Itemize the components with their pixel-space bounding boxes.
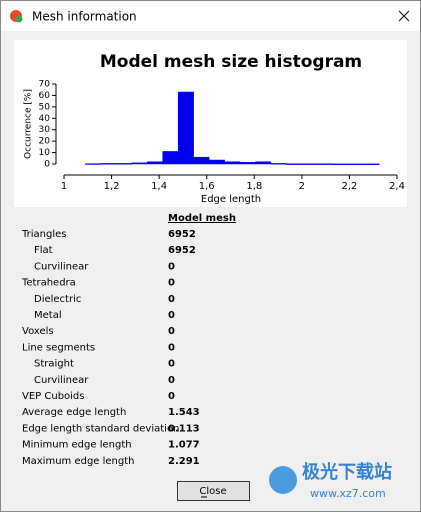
bar xyxy=(208,159,225,165)
row-label: Voxels xyxy=(22,326,54,337)
watermark: 极光下载站 www.xz7.com xyxy=(269,461,392,500)
y-tick-label: 50 xyxy=(39,102,51,112)
row-label: Metal xyxy=(34,310,62,321)
bar xyxy=(193,156,210,165)
watermark-name: 极光下载站 xyxy=(302,461,392,483)
chart-title: Model mesh size histogram xyxy=(100,52,362,72)
row-label: Line segments xyxy=(22,342,95,353)
row-value: 0.113 xyxy=(168,423,200,434)
row-label: VEP Cuboids xyxy=(22,391,85,402)
row-value: 0 xyxy=(168,391,175,402)
row-value: 0 xyxy=(168,375,175,386)
y-tick-label: 60 xyxy=(39,91,51,101)
y-axis-label: Occurrence [%] xyxy=(24,89,34,159)
row-label: Average edge length xyxy=(22,407,126,418)
x-tick-label: 2,4 xyxy=(389,181,405,192)
row-label: Flat xyxy=(34,245,53,256)
window-title: Mesh information xyxy=(32,10,137,24)
row-value: 2.291 xyxy=(168,456,200,467)
y-tick-label: 30 xyxy=(39,125,51,135)
x-axis-label: Edge length xyxy=(201,194,261,205)
x-tick-label: 1,2 xyxy=(104,181,120,192)
bar xyxy=(332,163,349,165)
bar xyxy=(85,163,102,165)
row-value: 0 xyxy=(168,326,175,337)
bar xyxy=(286,163,303,165)
table-header: Model mesh xyxy=(168,213,236,224)
app-icon-dot xyxy=(15,15,23,23)
row-label: Curvilinear xyxy=(34,375,89,386)
row-label: Triangles xyxy=(21,229,66,240)
row-value: 0 xyxy=(168,294,175,305)
close-button[interactable]: Close xyxy=(177,481,250,501)
x-tick-label: 1,8 xyxy=(246,181,262,192)
row-value: 0 xyxy=(168,342,175,353)
y-tick-label: 0 xyxy=(44,160,50,170)
row-value: 0 xyxy=(168,261,175,272)
x-tick-label: 1,6 xyxy=(199,181,215,192)
bar xyxy=(177,91,194,165)
row-label: Tetrahedra xyxy=(21,278,76,289)
y-tick-label: 20 xyxy=(39,137,51,147)
row-label: Maximum edge length xyxy=(22,456,135,467)
chart-panel xyxy=(14,40,407,207)
row-label: Curvilinear xyxy=(34,261,89,272)
button-frame xyxy=(177,481,250,501)
row-value: 1.077 xyxy=(168,440,200,451)
row-label: Edge length standard deviation xyxy=(22,423,179,434)
bar xyxy=(116,163,133,165)
bar xyxy=(317,163,334,165)
close-x[interactable] xyxy=(398,10,410,22)
bar xyxy=(270,163,287,165)
row-label: Minimum edge length xyxy=(22,440,132,451)
x-tick-label: 2,2 xyxy=(341,181,357,192)
row-value: 0 xyxy=(168,310,175,321)
bar xyxy=(255,161,272,165)
bar xyxy=(301,163,318,165)
bar xyxy=(239,162,256,165)
title-bar xyxy=(1,1,420,31)
y-tick-label: 40 xyxy=(39,114,51,124)
row-value: 6952 xyxy=(168,245,196,256)
button-label: Close xyxy=(199,486,226,497)
row-value: 0 xyxy=(168,278,175,289)
bar xyxy=(131,162,148,165)
y-tick-label: 10 xyxy=(39,148,51,158)
bar xyxy=(147,161,163,165)
row-value: 1.543 xyxy=(168,407,200,418)
bar xyxy=(224,161,241,165)
row-value: 0 xyxy=(168,359,175,370)
row-value: 6952 xyxy=(168,229,196,240)
watermark-logo xyxy=(269,466,297,494)
bar xyxy=(100,163,117,165)
y-tick-label: 70 xyxy=(39,80,51,90)
bar xyxy=(347,163,364,165)
bar xyxy=(363,163,380,165)
x-tick-label: 1,4 xyxy=(151,181,167,192)
bar xyxy=(162,151,179,165)
x-tick-label: 1 xyxy=(61,181,67,192)
row-label: Dielectric xyxy=(34,294,81,305)
row-label: Straight xyxy=(34,359,74,370)
watermark-url: www.xz7.com xyxy=(310,487,386,500)
x-tick-label: 2 xyxy=(299,181,305,192)
